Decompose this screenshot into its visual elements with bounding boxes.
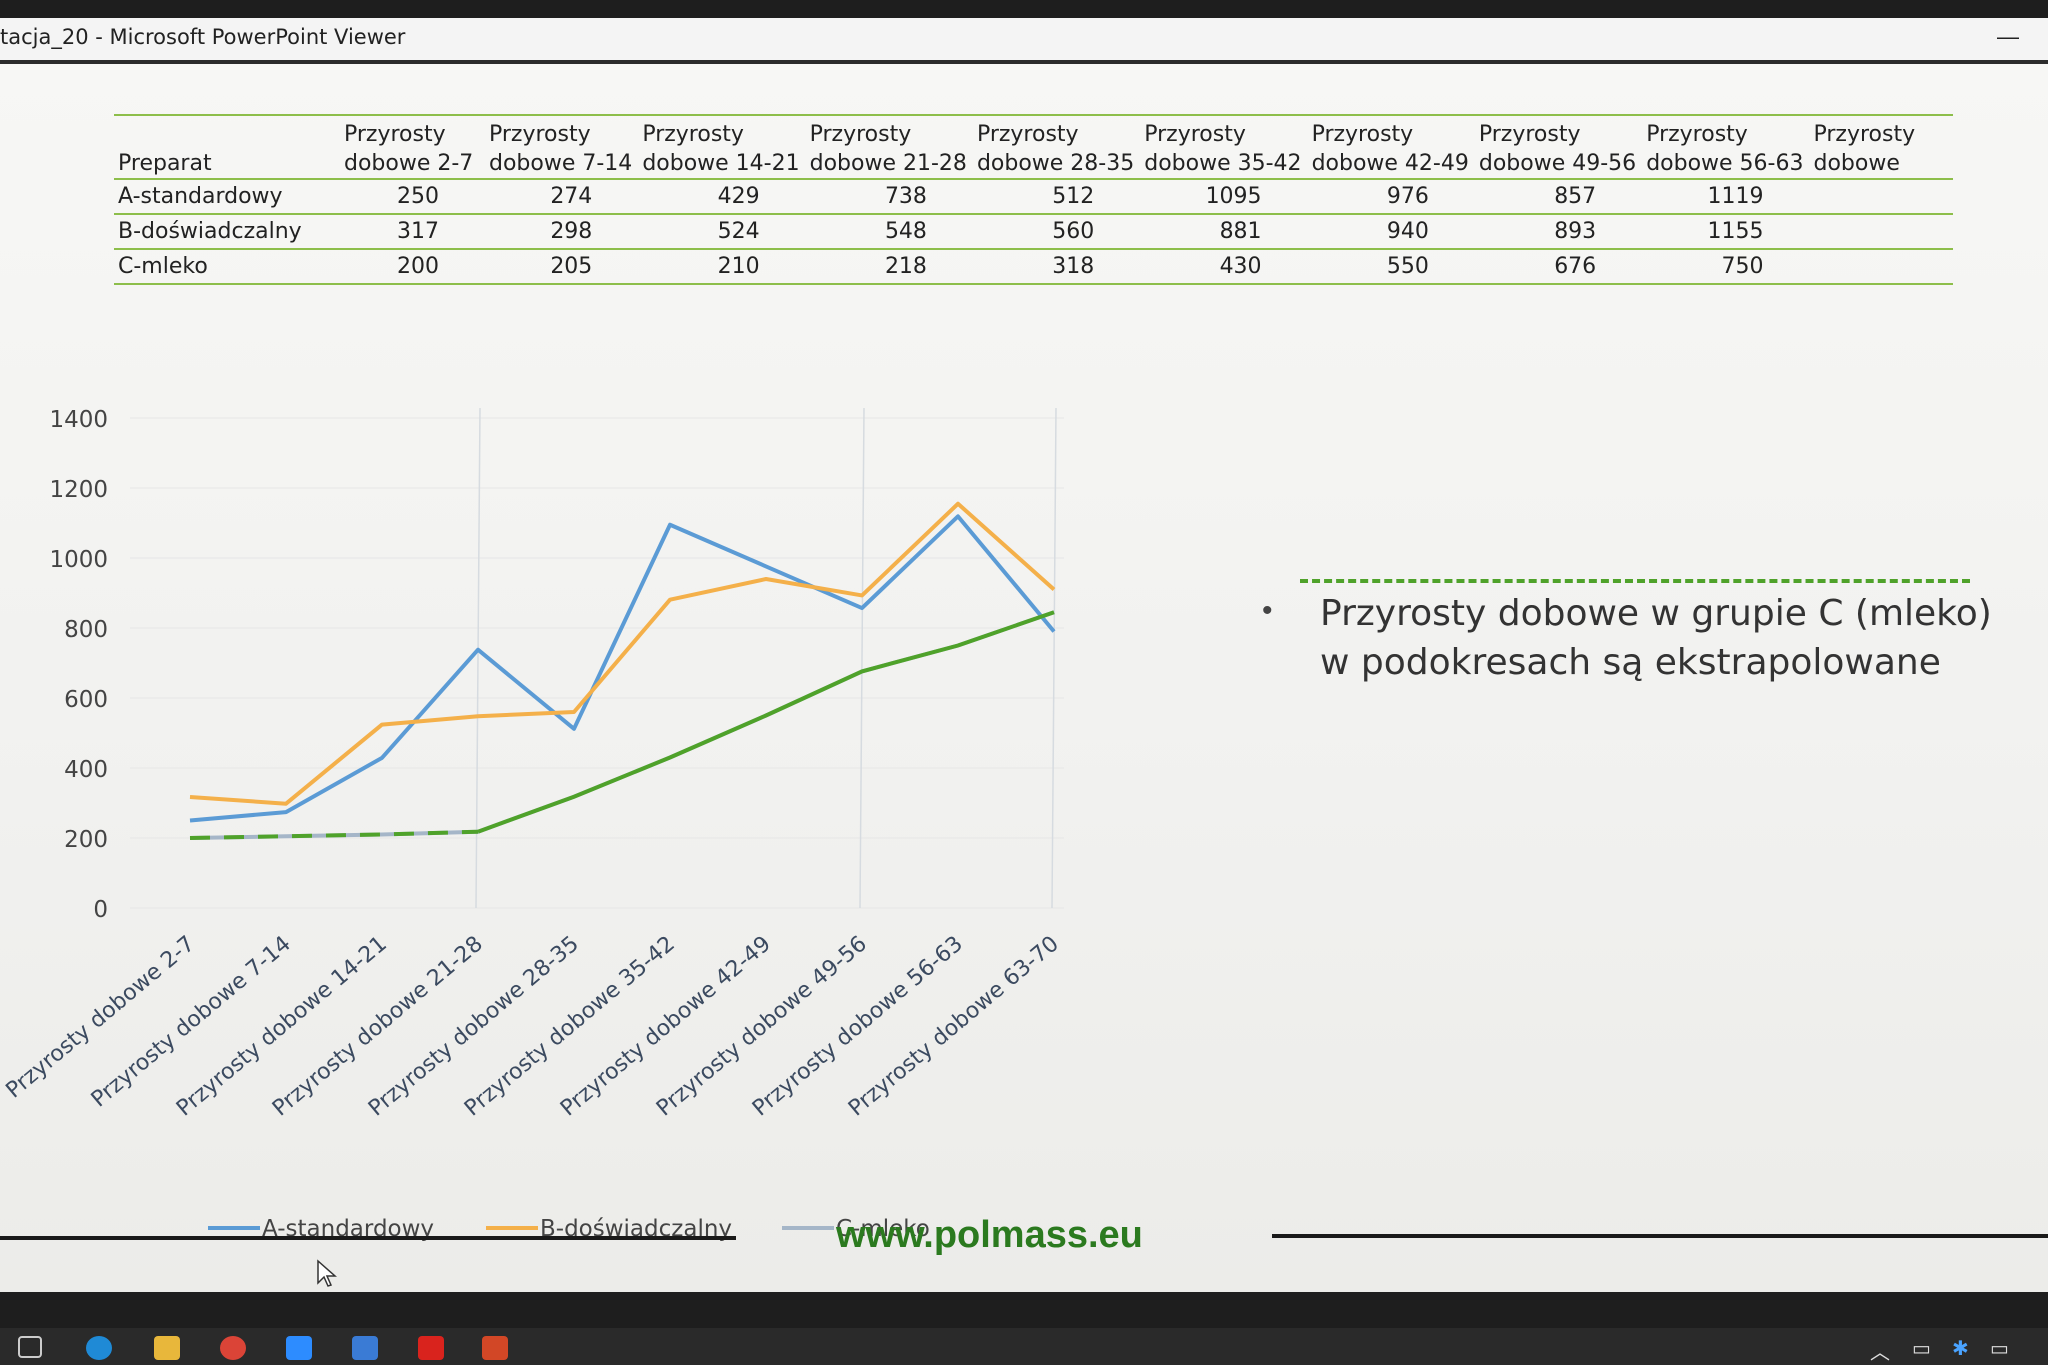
table-cell: 318	[970, 248, 1139, 285]
table-row: C-mleko 200 205 210 218 318 430 550 676 …	[114, 248, 1953, 285]
table-cell	[1807, 178, 1953, 215]
table-cell: 524	[636, 213, 804, 250]
table-column-header: Przyrosty dobowe 42-49	[1305, 114, 1473, 180]
footer-url: www.polmass.eu	[836, 1214, 1143, 1256]
extrapolated-dashed-line	[189, 829, 479, 840]
series-line-A-standardowy	[189, 514, 1056, 823]
table-column-header: Przyrosty dobowe 7-14	[483, 114, 637, 180]
table-cell: 560	[970, 213, 1139, 250]
y-tick-label: 400	[64, 757, 108, 783]
y-tick-label: 1400	[49, 407, 108, 433]
table-cell: 274	[483, 178, 637, 215]
footer-divider-right	[1272, 1234, 2048, 1238]
table-cell: 857	[1472, 178, 1641, 215]
table-cell: 205	[483, 248, 637, 285]
acrobat-icon[interactable]	[418, 1336, 444, 1360]
zoom-icon[interactable]	[286, 1336, 312, 1360]
vertical-gridline	[1051, 407, 1057, 909]
table-column-header: Przyrosty dobowe 14-21	[636, 114, 804, 180]
bluetooth-icon[interactable]: ✱	[1952, 1338, 1969, 1360]
table-cell: 430	[1138, 248, 1306, 285]
table-cell: 1155	[1640, 213, 1808, 250]
mail-icon[interactable]	[352, 1336, 378, 1360]
row-label: B-doświadczalny	[114, 213, 338, 250]
title-bar: tacja_20 - Microsoft PowerPoint Viewer —	[0, 18, 2048, 64]
row-label: C-mleko	[114, 248, 338, 285]
vertical-gridline	[475, 407, 481, 909]
table-column-header: Przyrosty dobowe 2-7	[338, 114, 483, 180]
edge-browser-icon[interactable]	[86, 1336, 112, 1360]
table-cell: 512	[970, 178, 1139, 215]
data-table: Preparat Przyrosty dobowe 2-7 Przyrosty do…	[114, 114, 1953, 285]
table-cell: 298	[483, 213, 637, 250]
y-tick-label: 0	[93, 897, 108, 923]
table-column-header: Przyrosty dobowe 56-63	[1640, 114, 1808, 180]
table-cell: 940	[1305, 213, 1473, 250]
series-line-B-doświadczalny	[189, 501, 1056, 806]
table-header-preparat: Preparat	[114, 114, 338, 180]
legend-label: C-mleko	[836, 1216, 930, 1242]
table-header-row: Preparat Przyrosty dobowe 2-7 Przyrosty do…	[114, 114, 1953, 180]
network-icon[interactable]: ▭	[1990, 1338, 2009, 1360]
dashed-line-decoration	[1300, 579, 1970, 583]
row-label: A-standardowy	[114, 178, 338, 215]
window-title: tacja_20 - Microsoft PowerPoint Viewer	[0, 25, 406, 49]
table-cell: 218	[803, 248, 971, 285]
bullet-line-2: w podokresach są ekstrapolowane	[1320, 642, 1941, 683]
chrome-icon[interactable]	[220, 1336, 246, 1360]
y-tick-label: 1000	[49, 547, 108, 573]
taskbar: ︿ ▭ ✱ ▭	[0, 1328, 2048, 1365]
powerpoint-icon[interactable]	[482, 1336, 508, 1360]
table-row: A-standardowy 250 274 429 738 512 1095 9…	[114, 178, 1953, 215]
series-line-C-mleko	[189, 610, 1055, 840]
table-cell: 548	[803, 213, 971, 250]
table-cell	[1807, 213, 1953, 250]
table-cell: 429	[636, 178, 804, 215]
table-cell: 250	[338, 178, 483, 215]
table-cell: 750	[1640, 248, 1808, 285]
table-cell: 550	[1305, 248, 1473, 285]
table-cell: 893	[1472, 213, 1641, 250]
table-cell: 200	[338, 248, 483, 285]
bullet-line-1: Przyrosty dobowe w grupie C (mleko)	[1320, 593, 1992, 634]
table-row: B-doświadczalny 317 298 524 548 560 881 …	[114, 213, 1953, 250]
y-tick-label: 200	[64, 827, 108, 853]
slide: Preparat Przyrosty dobowe 2-7 Przyrosty do…	[0, 64, 2048, 1292]
table-cell: 1119	[1640, 178, 1808, 215]
bullet-text: Przyrosty dobowe w grupie C (mleko) w po…	[1320, 589, 2040, 687]
y-tick-label: 800	[64, 617, 108, 643]
table-cell: 1095	[1138, 178, 1306, 215]
table-cell: 976	[1305, 178, 1473, 215]
table-column-header: Przyrosty dobowe	[1807, 114, 1953, 180]
bullet-dot-icon: •	[1262, 594, 1273, 627]
footer-divider-left	[0, 1236, 736, 1240]
tray-chevron-icon[interactable]: ︿	[1870, 1342, 1890, 1364]
table-cell: 881	[1138, 213, 1306, 250]
x-tick-label: Przyrosty dobowe 2-7	[2, 931, 200, 1103]
vertical-gridline	[859, 407, 865, 909]
mouse-cursor-icon	[317, 1259, 337, 1287]
task-view-icon[interactable]	[18, 1336, 42, 1358]
table-column-header: Przyrosty dobowe 35-42	[1138, 114, 1306, 180]
table-column-header: Przyrosty dobowe 21-28	[803, 114, 971, 180]
y-tick-label: 600	[64, 687, 108, 713]
table-cell: 676	[1472, 248, 1641, 285]
table-cell: 317	[338, 213, 483, 250]
file-explorer-icon[interactable]	[154, 1336, 180, 1360]
line-chart: 0 200 400 600 800 1000 1200 1400 Przyrosty dobow…	[2, 407, 1064, 1242]
minimize-button[interactable]: —	[1997, 24, 2019, 49]
trend-solid-line	[477, 610, 1055, 834]
table-column-header: Przyrosty dobowe 49-56	[1472, 114, 1641, 180]
table-cell: 210	[636, 248, 804, 285]
tray-device-icon[interactable]: ▭	[1912, 1338, 1931, 1360]
y-tick-label: 1200	[49, 477, 108, 503]
table-column-header: Przyrosty dobowe 28-35	[970, 114, 1139, 180]
table-cell	[1807, 248, 1953, 285]
table-cell: 738	[803, 178, 971, 215]
